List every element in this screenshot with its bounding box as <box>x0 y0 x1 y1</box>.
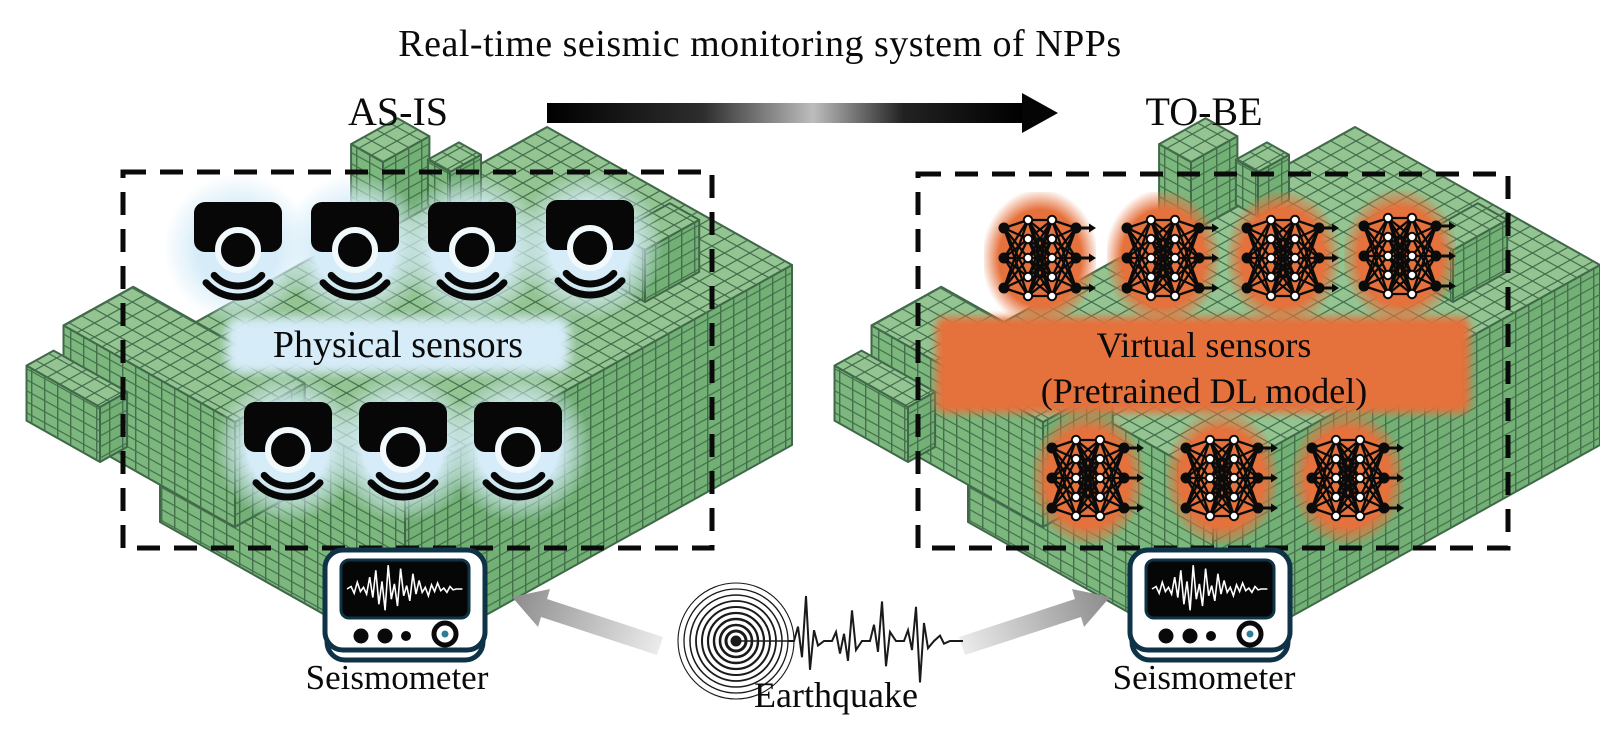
virtual-sensor <box>1225 200 1341 316</box>
physical-sensors-band <box>226 317 570 373</box>
asis-to-tobe-arrow-body <box>547 103 1022 123</box>
physical-sensor <box>458 388 578 508</box>
virtual-sensor <box>982 200 1098 316</box>
neural-network-icon <box>1180 434 1278 522</box>
seismometer-icon <box>322 547 488 663</box>
virtual-sensor <box>1030 420 1146 536</box>
virtual-sensors-label-line1: Virtual sensors <box>1096 325 1312 365</box>
motion-sensor-icon <box>428 202 516 301</box>
motion-sensor-icon <box>311 202 399 301</box>
physical-sensors-label: Physical sensors <box>272 324 524 366</box>
virtual-sensors-label-line2: (Pretrained DL model) <box>1040 371 1368 411</box>
neural-network-icon <box>1046 434 1144 522</box>
earthquake-to-seismometer-arrow-right <box>959 589 1110 655</box>
virtual-sensors-band <box>936 317 1470 413</box>
physical-sensor <box>530 186 650 306</box>
building-mesh <box>63 325 235 527</box>
building-mesh <box>100 391 128 462</box>
as-is-label: AS-IS <box>347 89 449 134</box>
virtual-sensor <box>1290 420 1406 536</box>
motion-sensor-icon <box>474 402 562 501</box>
virtual-sensor <box>1105 200 1221 316</box>
virtual-sensors-label: Virtual sensors (Pretrained DL model) <box>954 322 1454 414</box>
seismogram-trace <box>346 565 463 611</box>
earthquake-label: Earthquake <box>754 675 918 715</box>
virtual-sensor <box>1342 198 1458 314</box>
building-mesh <box>834 350 936 407</box>
virtual-sensor <box>1164 420 1280 536</box>
motion-sensor-icon <box>359 402 447 501</box>
figure-title: Real-time seismic monitoring system of N… <box>398 23 1122 65</box>
building-mesh <box>1453 219 1508 302</box>
seismometer-label-right: Seismometer <box>1112 658 1296 697</box>
physical-sensor <box>343 388 463 508</box>
to-be-label: TO-BE <box>1145 89 1263 134</box>
neural-network-icon <box>998 214 1096 302</box>
earthquake-waveform <box>788 595 963 683</box>
building-mesh <box>351 118 430 162</box>
building-mesh <box>405 265 792 660</box>
motion-sensor-icon <box>244 402 332 501</box>
physical-sensor <box>228 388 348 508</box>
seismogram-trace <box>1151 565 1268 611</box>
earthquake <box>655 555 985 735</box>
building-mesh <box>26 365 100 462</box>
neural-network-icon <box>1358 212 1456 300</box>
neural-network-icon <box>1306 434 1404 522</box>
seismometer-to-be <box>1110 546 1310 676</box>
earthquake-to-seismometer-arrow-left <box>512 589 663 655</box>
neural-network-icon <box>1241 214 1339 302</box>
motion-sensor-icon <box>194 202 282 301</box>
building-mesh <box>1159 118 1238 162</box>
physical-sensor <box>295 188 415 308</box>
building-mesh <box>834 365 908 462</box>
neural-network-icon <box>1121 214 1219 302</box>
building-mesh <box>871 325 1043 527</box>
building-mesh <box>1235 142 1289 172</box>
earthquake-epicenter-icon <box>677 582 963 700</box>
building-mesh <box>1213 265 1600 660</box>
motion-sensor-icon <box>546 200 634 299</box>
physical-sensor <box>412 188 532 308</box>
building-mesh <box>26 350 128 407</box>
building-mesh <box>427 142 481 172</box>
building-mesh <box>908 391 936 462</box>
seismometer-icon <box>1127 547 1293 663</box>
seismometer-as-is <box>305 546 505 676</box>
asis-to-tobe-arrow-head <box>1022 93 1058 133</box>
physical-sensor <box>178 188 298 308</box>
seismometer-label-left: Seismometer <box>305 658 489 697</box>
